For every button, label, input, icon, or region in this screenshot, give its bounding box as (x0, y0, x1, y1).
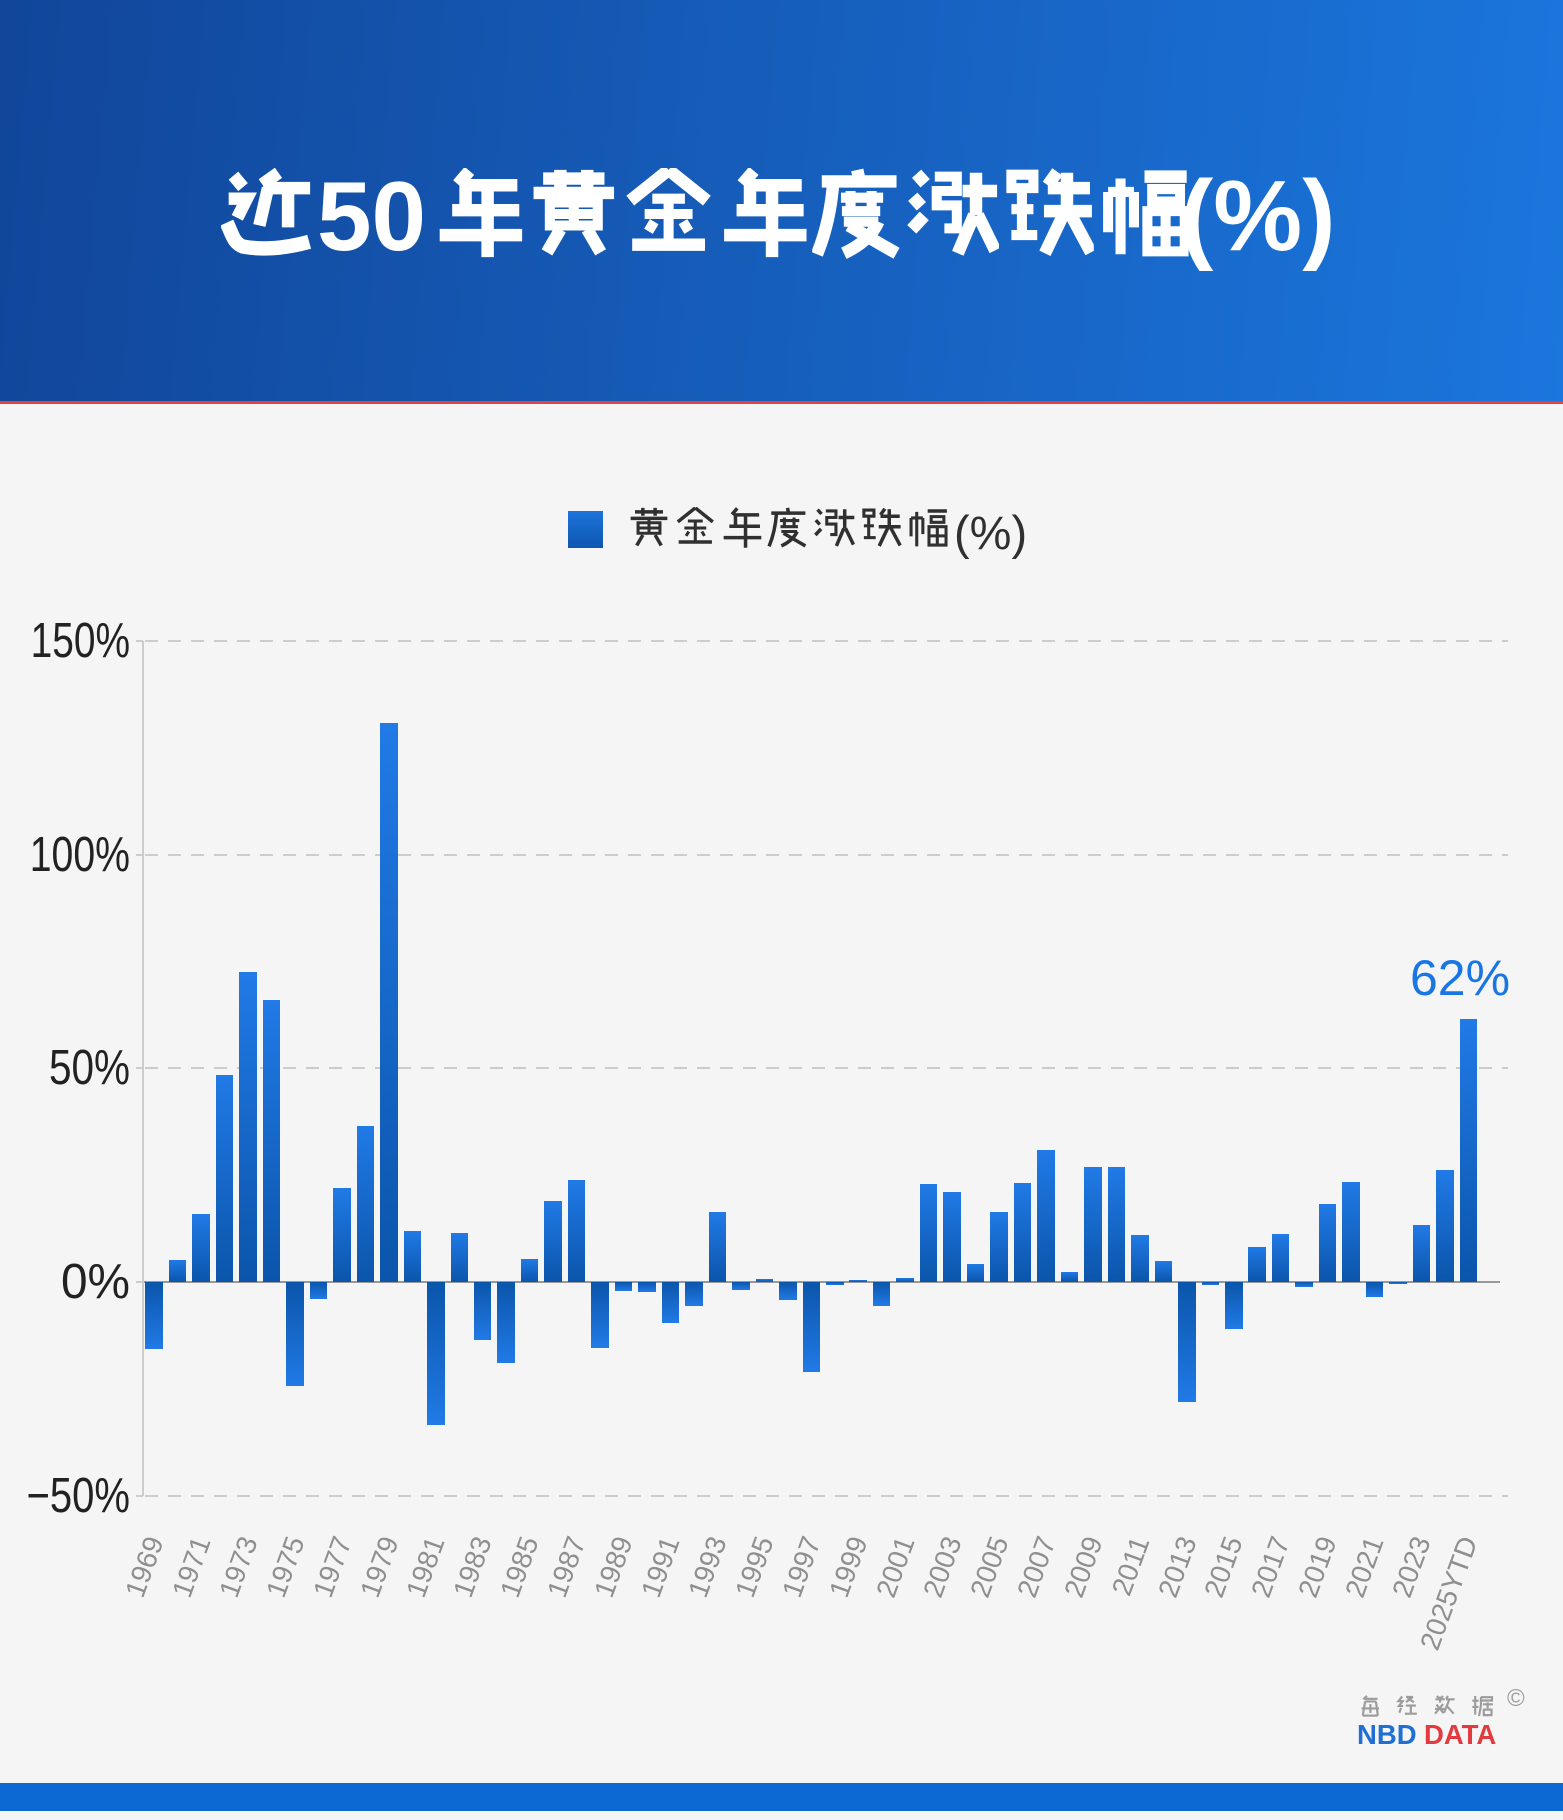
svg-text:©: © (1507, 1685, 1525, 1712)
svg-text:NBD: NBD (1357, 1719, 1417, 1750)
svg-text:DATA: DATA (1424, 1719, 1496, 1750)
svg-text:50: 50 (317, 161, 426, 271)
svg-text:(%): (%) (954, 506, 1027, 559)
svg-text:(%): (%) (1180, 160, 1336, 272)
